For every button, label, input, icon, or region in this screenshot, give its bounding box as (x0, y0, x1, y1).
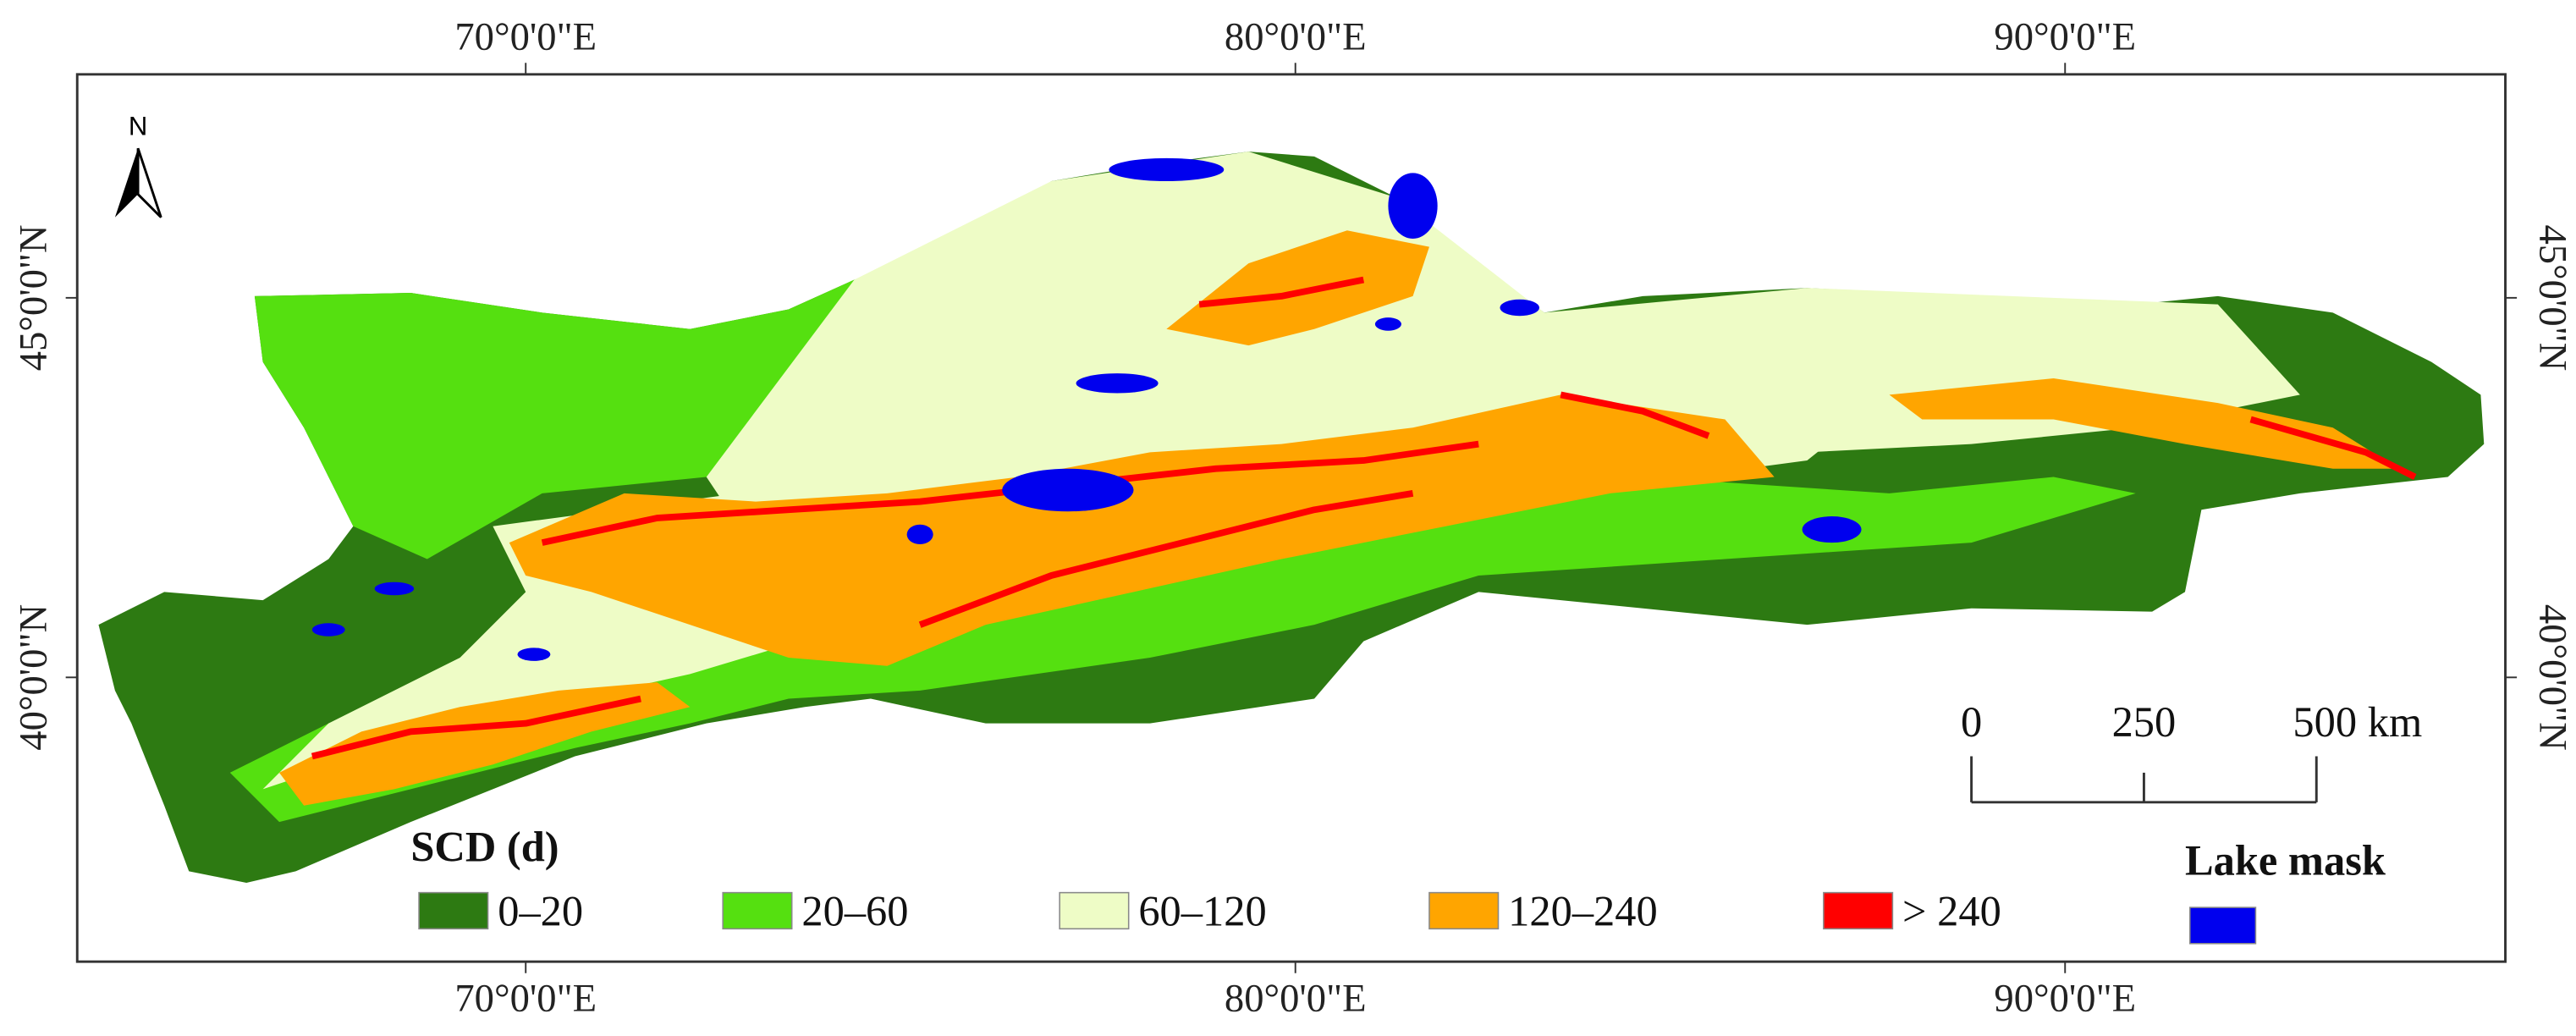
lat-label-left: 40°0'0"N (11, 604, 55, 751)
region-120-240 (1889, 377, 2399, 469)
lat-label-right: 40°0'0"N (2530, 604, 2574, 751)
map-layers (98, 152, 2485, 883)
legend-label: > 240 (1902, 887, 2001, 934)
north-arrow: N (114, 112, 162, 218)
legend-swatch (1823, 891, 1894, 930)
region-120-240 (509, 394, 1775, 666)
scale-label: 250 (2112, 698, 2177, 746)
lon-label-bottom: 90°0'0"E (1994, 976, 2136, 1020)
legend-label: 0–20 (498, 887, 583, 934)
scale-labels: 0 250 500 km (1961, 698, 2422, 746)
legend: SCD (d) 0–20 20–60 60–120 120–240 > 240 Lake m… (410, 824, 2386, 945)
legend-swatch (1059, 891, 1130, 930)
region-120-240 (1166, 230, 1429, 346)
scale-label: 0 (1961, 698, 1982, 746)
lon-label-bottom: 80°0'0"E (1225, 976, 1367, 1020)
legend-label: 120–240 (1508, 887, 1658, 934)
legend-swatch (418, 891, 489, 930)
map-frame (75, 73, 2507, 963)
legend-label: 20–60 (801, 887, 908, 934)
legend-swatch (722, 891, 793, 930)
region-60-120 (706, 152, 2300, 526)
lake-legend-title: Lake mask (2185, 836, 2386, 884)
graticule-ticks: 70°0'0"E 70°0'0"E 80°0'0"E 80°0'0"E 90°0'0"E… (11, 15, 2574, 1021)
legend-label: 60–120 (1138, 887, 1266, 934)
lon-label-top: 90°0'0"E (1994, 15, 2136, 59)
lake-legend-swatch (2189, 906, 2257, 945)
region-over-240 (311, 276, 2417, 760)
lon-label-top: 70°0'0"E (454, 15, 597, 59)
lat-label-right: 45°0'0"N (2530, 224, 2574, 371)
scale-label: 500 km (2293, 698, 2422, 746)
legend-title: SCD (d) (410, 824, 559, 871)
scale-bar (1970, 756, 2318, 804)
legend-swatch (1428, 891, 1500, 930)
north-label: N (129, 112, 147, 141)
lake (311, 157, 1862, 661)
lon-label-bottom: 70°0'0"E (454, 976, 597, 1020)
lat-label-left: 45°0'0"N (11, 224, 55, 371)
lon-label-top: 80°0'0"E (1225, 15, 1367, 59)
